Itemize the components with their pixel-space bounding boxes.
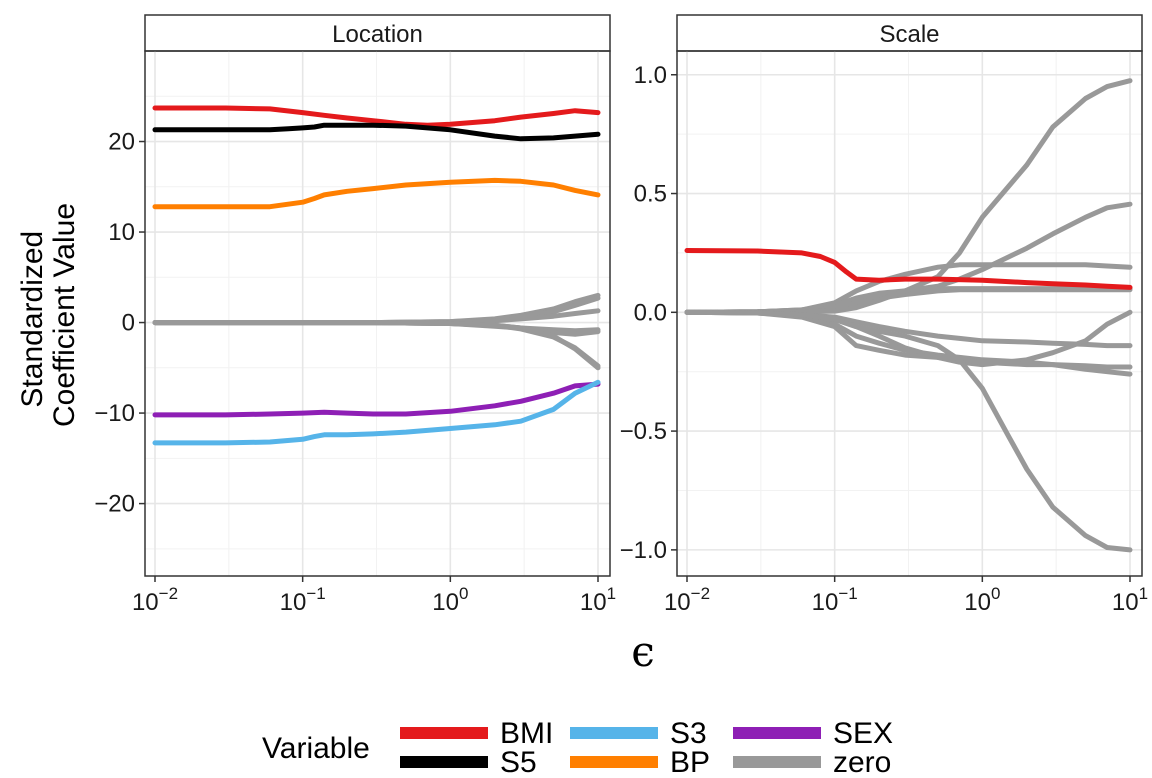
y-ticks-location: −20 −10 0 10 20	[94, 129, 145, 518]
legend-item-s3: S3	[570, 717, 707, 750]
x-axis-title: ϵ	[631, 627, 655, 676]
x-tick-label: 101	[1112, 584, 1148, 616]
legend-title: Variable	[262, 732, 370, 765]
legend-item-sex: SEX	[733, 717, 893, 750]
x-tick-label: 100	[964, 584, 1000, 616]
series-line-zero	[684, 309, 1133, 553]
y-ticks-scale: −1.0 −0.5 0.0 0.5 1.0	[620, 62, 677, 564]
series-line-bmi	[684, 248, 1133, 290]
legend-item-zero: zero	[733, 746, 891, 778]
legend-swatch	[400, 756, 488, 768]
legend-label: zero	[833, 746, 891, 778]
y-tick-label: −0.5	[620, 418, 667, 445]
panel-scale: Scale −1.0 −0.5 0.0 0.5 1.0 10−2 10−1 100 101	[620, 14, 1148, 616]
legend-label: BMI	[500, 717, 553, 750]
strip-title-scale: Scale	[879, 21, 939, 48]
legend-item-s5: S5	[400, 746, 537, 778]
series-line-bp	[152, 177, 601, 210]
y-tick-label: −20	[94, 491, 135, 518]
series-line-s3	[152, 379, 601, 446]
y-tick-label: 20	[108, 129, 135, 156]
y-axis-title-line-2: Coefficient Value	[48, 203, 81, 427]
series-line-zero	[684, 309, 1133, 370]
y-tick-label: 0.0	[634, 299, 667, 326]
strip-location	[144, 14, 611, 52]
legend-label: BP	[670, 746, 710, 778]
legend-swatch	[733, 727, 821, 739]
legend-item-bp: BP	[570, 746, 710, 778]
y-tick-label: 10	[108, 219, 135, 246]
y-tick-label: 0.5	[634, 181, 667, 208]
y-tick-label: −1.0	[620, 537, 667, 564]
x-tick-label: 10−2	[132, 584, 178, 616]
series-line-s5	[152, 122, 601, 142]
legend-swatch	[570, 727, 658, 739]
y-axis-title: Standardized Coefficient Value	[16, 203, 81, 427]
series-line-zero	[152, 320, 601, 371]
y-tick-label: −10	[94, 400, 135, 427]
legend-label: S5	[500, 746, 537, 778]
y-tick-label: 1.0	[634, 62, 667, 89]
legend-swatch	[570, 756, 658, 768]
panel-border-scale	[676, 50, 1143, 577]
x-tick-label: 100	[432, 584, 468, 616]
x-tick-label: 101	[580, 584, 616, 616]
legend-item-bmi: BMI	[400, 717, 553, 750]
legend-swatch	[733, 756, 821, 768]
y-tick-label: 0	[122, 310, 135, 337]
legend-label: S3	[670, 717, 707, 750]
legend-swatch	[400, 727, 488, 739]
y-axis-title-line-1: Standardized	[16, 231, 49, 408]
panel-border-location	[144, 50, 611, 577]
x-ticks-location: 10−2 10−1 100 101	[132, 576, 616, 616]
panel-location: Location −20 −10 0 10 20 10−2 10−1 100 101	[94, 14, 616, 616]
x-tick-label: 10−1	[280, 584, 326, 616]
legend-label: SEX	[833, 717, 893, 750]
strip-scale	[676, 14, 1143, 52]
lines-scale	[684, 78, 1133, 553]
strip-title-location: Location	[332, 21, 423, 48]
series-line-sex	[152, 381, 601, 418]
x-ticks-scale: 10−2 10−1 100 101	[664, 576, 1148, 616]
x-tick-label: 10−2	[664, 584, 710, 616]
lines-location	[152, 105, 601, 446]
x-tick-label: 10−1	[812, 584, 858, 616]
